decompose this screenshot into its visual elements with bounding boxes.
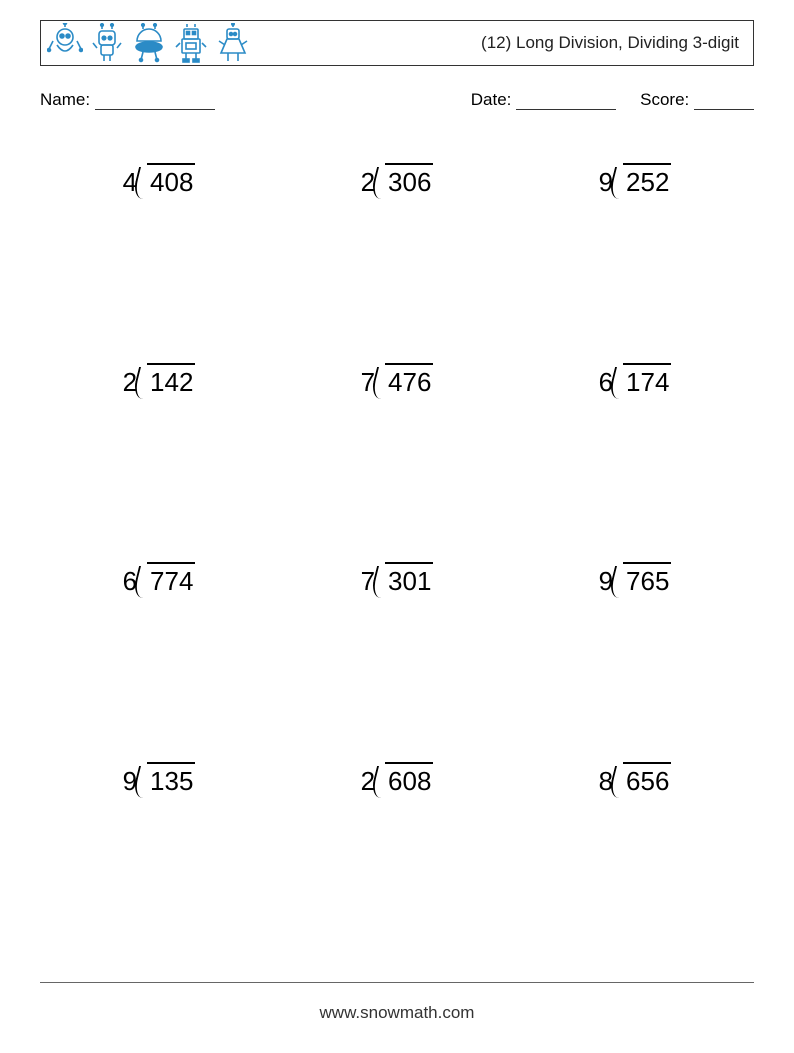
header-bar: (12) Long Division, Dividing 3-digit [40, 20, 754, 66]
score-label: Score: [640, 90, 689, 109]
problem-cell: 9 135 [40, 734, 278, 934]
divisor: 4 [123, 169, 139, 195]
divisor: 2 [123, 369, 139, 395]
footer-url: www.snowmath.com [0, 1003, 794, 1023]
divisor: 8 [599, 768, 615, 794]
robot-1-icon [47, 23, 83, 63]
dividend: 142 [147, 363, 195, 397]
divisor: 9 [123, 768, 139, 794]
divisor: 6 [123, 568, 139, 594]
worksheet-title: (12) Long Division, Dividing 3-digit [481, 33, 739, 53]
robot-icon-row [47, 23, 251, 63]
date-underline[interactable] [516, 91, 616, 110]
worksheet-page: (12) Long Division, Dividing 3-digit Nam… [0, 0, 794, 1053]
dividend: 656 [623, 762, 671, 796]
score-underline[interactable] [694, 91, 754, 110]
problem-cell: 2 608 [278, 734, 516, 934]
robot-5-icon [215, 23, 251, 63]
problem-cell: 2 306 [278, 135, 516, 335]
divisor: 9 [599, 568, 615, 594]
footer-rule [40, 982, 754, 983]
dividend: 408 [147, 163, 195, 197]
problem-cell: 9 252 [516, 135, 754, 335]
problem-cell: 7 301 [278, 534, 516, 734]
dividend: 765 [623, 562, 671, 596]
info-fields-row: Name: Date: Score: [40, 90, 754, 110]
divisor: 7 [361, 568, 377, 594]
dividend: 306 [385, 163, 433, 197]
divisor: 9 [599, 169, 615, 195]
dividend: 174 [623, 363, 671, 397]
score-field: Score: [640, 90, 754, 110]
dividend: 252 [623, 163, 671, 197]
divisor: 2 [361, 768, 377, 794]
problem-cell: 7 476 [278, 335, 516, 535]
problem-cell: 8 656 [516, 734, 754, 934]
robot-3-icon [131, 23, 167, 63]
name-field: Name: [40, 90, 215, 110]
problems-grid: 4408 2306 9252 2142 7476 6174 6774 7301 … [40, 135, 754, 933]
date-field: Date: [471, 90, 616, 110]
divisor: 7 [361, 369, 377, 395]
problem-cell: 6 174 [516, 335, 754, 535]
divisor: 2 [361, 169, 377, 195]
robot-2-icon [89, 23, 125, 63]
problem-cell: 6 774 [40, 534, 278, 734]
dividend: 135 [147, 762, 195, 796]
divisor: 6 [599, 369, 615, 395]
dividend: 476 [385, 363, 433, 397]
problem-cell: 2 142 [40, 335, 278, 535]
dividend: 301 [385, 562, 433, 596]
dividend: 608 [385, 762, 433, 796]
robot-4-icon [173, 23, 209, 63]
problem-cell: 9 765 [516, 534, 754, 734]
dividend: 774 [147, 562, 195, 596]
name-label: Name: [40, 90, 90, 109]
date-label: Date: [471, 90, 512, 109]
problem-cell: 4 408 [40, 135, 278, 335]
name-underline[interactable] [95, 91, 215, 110]
